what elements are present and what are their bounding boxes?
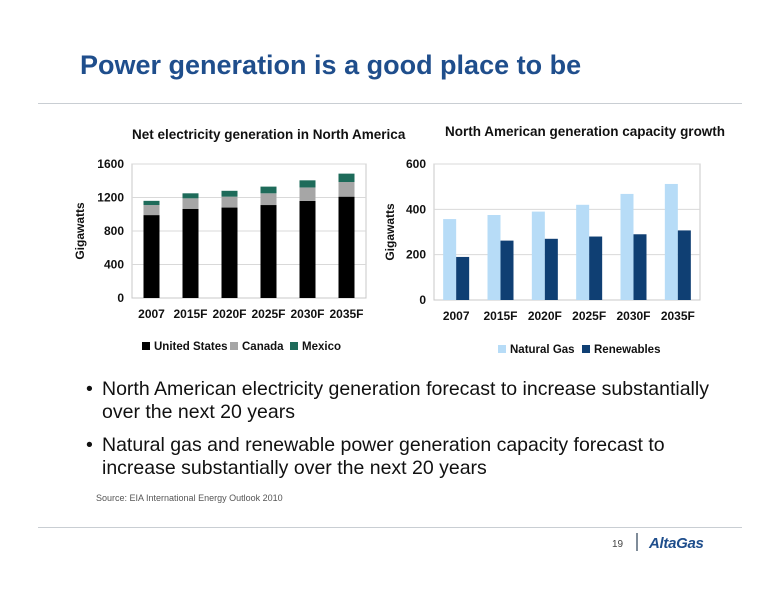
bar: [299, 200, 316, 298]
bar: [221, 196, 238, 208]
bullet-dot: •: [86, 378, 93, 400]
legend-label: Mexico: [302, 341, 341, 353]
legend-label: United States: [154, 341, 228, 353]
source-note: Source: EIA International Energy Outlook…: [96, 493, 283, 503]
bar: [338, 182, 355, 197]
bar: [338, 173, 355, 183]
bullet-dot: •: [86, 434, 93, 456]
y-tick-label: 1200: [97, 191, 124, 205]
left-chart-title: Net electricity generation in North Amer…: [132, 127, 406, 142]
bar: [589, 236, 603, 300]
bar: [620, 193, 634, 300]
title-divider: [38, 103, 742, 104]
x-tick-label: 2007: [138, 307, 165, 321]
y-tick-label: 0: [419, 293, 426, 307]
bullet-list: • North American electricity generation f…: [86, 378, 726, 490]
x-tick-label: 2015F: [173, 307, 207, 321]
y-axis-label: Gigawatts: [73, 202, 87, 260]
y-tick-label: 200: [406, 248, 426, 262]
footer-separator: [636, 533, 638, 551]
x-tick-label: 2035F: [661, 309, 695, 323]
net-generation-chart: 0 400 800 1200 1600 Gigawatts 2007 2015F 2020F 20…: [73, 157, 367, 353]
bar: [487, 215, 501, 300]
plot-area: [433, 163, 701, 301]
bar: [544, 238, 558, 300]
x-tick-label: 2020F: [212, 307, 246, 321]
bar: [664, 183, 678, 300]
altagas-logo: AltaGas: [649, 535, 704, 552]
x-tick-label: 2015F: [483, 309, 517, 323]
bar: [143, 200, 160, 206]
x-tick-label: 2030F: [616, 309, 650, 323]
bullet-text: Natural gas and renewable power generati…: [102, 434, 665, 479]
legend-label: Renewables: [594, 344, 660, 356]
x-tick-label: 2020F: [528, 309, 562, 323]
bar: [182, 198, 199, 209]
legend-label: Natural Gas: [510, 344, 575, 356]
bar: [143, 205, 160, 216]
bar: [182, 208, 199, 298]
page-number: 19: [612, 539, 624, 550]
bar: [143, 215, 160, 298]
bar: [576, 204, 590, 300]
bar: [221, 190, 238, 197]
bar: [677, 230, 691, 300]
y-tick-label: 800: [104, 224, 124, 238]
footer-divider: [38, 527, 742, 528]
bar: [260, 205, 277, 298]
bar: [531, 211, 545, 300]
legend-swatch: [582, 345, 590, 353]
bar: [500, 240, 514, 300]
bar: [633, 234, 647, 300]
bar: [260, 193, 277, 206]
y-tick-label: 1600: [97, 157, 124, 171]
legend-swatch: [230, 342, 238, 350]
right-chart-title: North American generation capacity growt…: [445, 124, 726, 139]
bar: [182, 193, 199, 199]
y-tick-label: 400: [104, 258, 124, 272]
bar: [456, 256, 470, 300]
x-tick-label: 2025F: [572, 309, 606, 323]
legend-swatch: [142, 342, 150, 350]
y-tick-label: 0: [117, 291, 124, 305]
bar: [260, 186, 277, 194]
x-tick-label: 2030F: [290, 307, 324, 321]
slide-title: Power generation is a good place to be: [80, 50, 582, 80]
bullet-item: • North American electricity generation f…: [86, 378, 726, 424]
x-tick-label: 2025F: [251, 307, 285, 321]
legend-label: Canada: [242, 341, 284, 353]
bar: [299, 187, 316, 201]
y-axis-label: Gigawatts: [383, 203, 397, 261]
bar: [299, 180, 316, 188]
y-tick-label: 600: [406, 157, 426, 171]
y-tick-label: 400: [406, 202, 426, 216]
legend-swatch: [290, 342, 298, 350]
bar: [443, 219, 457, 300]
legend-swatch: [498, 345, 506, 353]
x-tick-label: 2035F: [329, 307, 363, 321]
bullet-item: • Natural gas and renewable power generat…: [86, 434, 726, 480]
capacity-growth-chart: 0 200 400 600 Gigawatts 2007 2015F 2020F 2025F 20…: [383, 157, 701, 356]
bar: [338, 196, 355, 298]
bullet-text: North American electricity generation fo…: [102, 378, 709, 423]
x-tick-label: 2007: [443, 309, 470, 323]
bar: [221, 207, 238, 298]
